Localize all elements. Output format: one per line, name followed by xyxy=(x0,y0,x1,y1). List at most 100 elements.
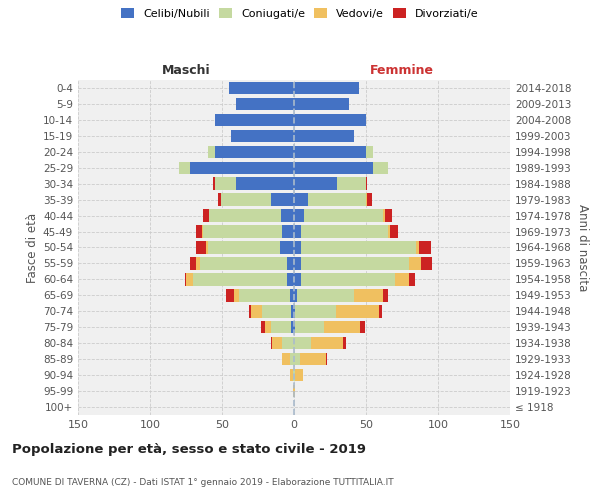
Bar xyxy=(190,257,196,270)
Bar xyxy=(294,257,301,270)
Bar xyxy=(294,385,295,398)
Bar xyxy=(236,178,294,190)
Bar xyxy=(301,242,416,254)
Bar xyxy=(250,305,251,318)
Bar xyxy=(226,289,233,302)
Bar xyxy=(218,194,221,206)
Bar xyxy=(200,257,287,270)
Bar xyxy=(287,273,294,285)
Bar xyxy=(215,146,294,158)
Bar xyxy=(391,226,398,238)
Bar xyxy=(295,369,302,382)
Bar xyxy=(409,257,421,270)
Bar xyxy=(206,242,208,254)
Bar xyxy=(294,289,297,302)
Bar xyxy=(300,353,326,366)
Bar xyxy=(367,194,372,206)
Bar xyxy=(304,210,383,222)
Bar xyxy=(290,353,294,366)
Bar xyxy=(283,226,294,238)
Bar xyxy=(360,321,365,334)
Bar xyxy=(262,305,291,318)
Bar xyxy=(379,305,382,318)
Bar xyxy=(239,289,290,302)
Bar xyxy=(294,226,301,238)
Bar xyxy=(271,194,294,206)
Bar xyxy=(343,337,346,349)
Bar xyxy=(294,146,366,158)
Bar xyxy=(287,257,294,270)
Bar xyxy=(290,289,294,302)
Bar xyxy=(294,82,359,94)
Text: Maschi: Maschi xyxy=(161,64,211,78)
Bar xyxy=(261,321,265,334)
Bar xyxy=(186,273,193,285)
Bar xyxy=(281,210,294,222)
Bar xyxy=(215,114,294,126)
Bar xyxy=(208,146,215,158)
Bar xyxy=(373,162,388,174)
Bar xyxy=(214,178,215,190)
Bar xyxy=(366,146,373,158)
Bar xyxy=(366,194,367,206)
Bar xyxy=(421,257,432,270)
Bar xyxy=(291,321,294,334)
Bar xyxy=(185,273,186,285)
Legend: Celibi/Nubili, Coniugati/e, Vedovi/e, Divorziati/e: Celibi/Nubili, Coniugati/e, Vedovi/e, Di… xyxy=(121,8,479,19)
Bar xyxy=(294,242,301,254)
Bar xyxy=(294,321,295,334)
Bar xyxy=(280,242,294,254)
Bar xyxy=(293,369,294,382)
Bar xyxy=(236,98,294,110)
Bar xyxy=(294,353,300,366)
Bar xyxy=(295,305,336,318)
Y-axis label: Anni di nascita: Anni di nascita xyxy=(576,204,589,291)
Bar xyxy=(294,273,301,285)
Bar xyxy=(385,210,392,222)
Bar xyxy=(324,321,360,334)
Bar xyxy=(283,337,294,349)
Text: Popolazione per età, sesso e stato civile - 2019: Popolazione per età, sesso e stato civil… xyxy=(12,442,366,456)
Bar xyxy=(230,130,294,142)
Bar xyxy=(383,210,385,222)
Bar xyxy=(294,114,366,126)
Bar xyxy=(294,305,295,318)
Bar xyxy=(297,289,355,302)
Bar xyxy=(179,162,190,174)
Bar xyxy=(193,273,287,285)
Bar xyxy=(196,242,206,254)
Bar xyxy=(272,337,283,349)
Bar xyxy=(355,289,383,302)
Bar xyxy=(388,226,391,238)
Bar xyxy=(271,321,291,334)
Y-axis label: Fasce di età: Fasce di età xyxy=(26,212,39,282)
Bar xyxy=(294,178,337,190)
Bar xyxy=(416,242,419,254)
Bar xyxy=(190,162,294,174)
Bar xyxy=(383,289,388,302)
Bar xyxy=(337,178,366,190)
Bar xyxy=(294,369,295,382)
Bar xyxy=(301,257,409,270)
Bar xyxy=(196,257,200,270)
Bar xyxy=(336,305,379,318)
Bar xyxy=(208,242,280,254)
Text: COMUNE DI TAVERNA (CZ) - Dati ISTAT 1° gennaio 2019 - Elaborazione TUTTITALIA.IT: COMUNE DI TAVERNA (CZ) - Dati ISTAT 1° g… xyxy=(12,478,394,487)
Bar xyxy=(311,337,343,349)
Bar xyxy=(221,194,271,206)
Bar xyxy=(395,273,409,285)
Bar xyxy=(294,98,349,110)
Bar xyxy=(209,210,281,222)
Bar xyxy=(283,353,290,366)
Bar xyxy=(419,242,431,254)
Bar xyxy=(294,162,373,174)
Bar xyxy=(293,385,294,398)
Bar xyxy=(203,210,209,222)
Bar xyxy=(301,273,395,285)
Bar xyxy=(203,226,283,238)
Bar xyxy=(301,226,388,238)
Bar xyxy=(229,82,294,94)
Bar xyxy=(202,226,203,238)
Bar xyxy=(215,178,236,190)
Bar xyxy=(308,194,366,206)
